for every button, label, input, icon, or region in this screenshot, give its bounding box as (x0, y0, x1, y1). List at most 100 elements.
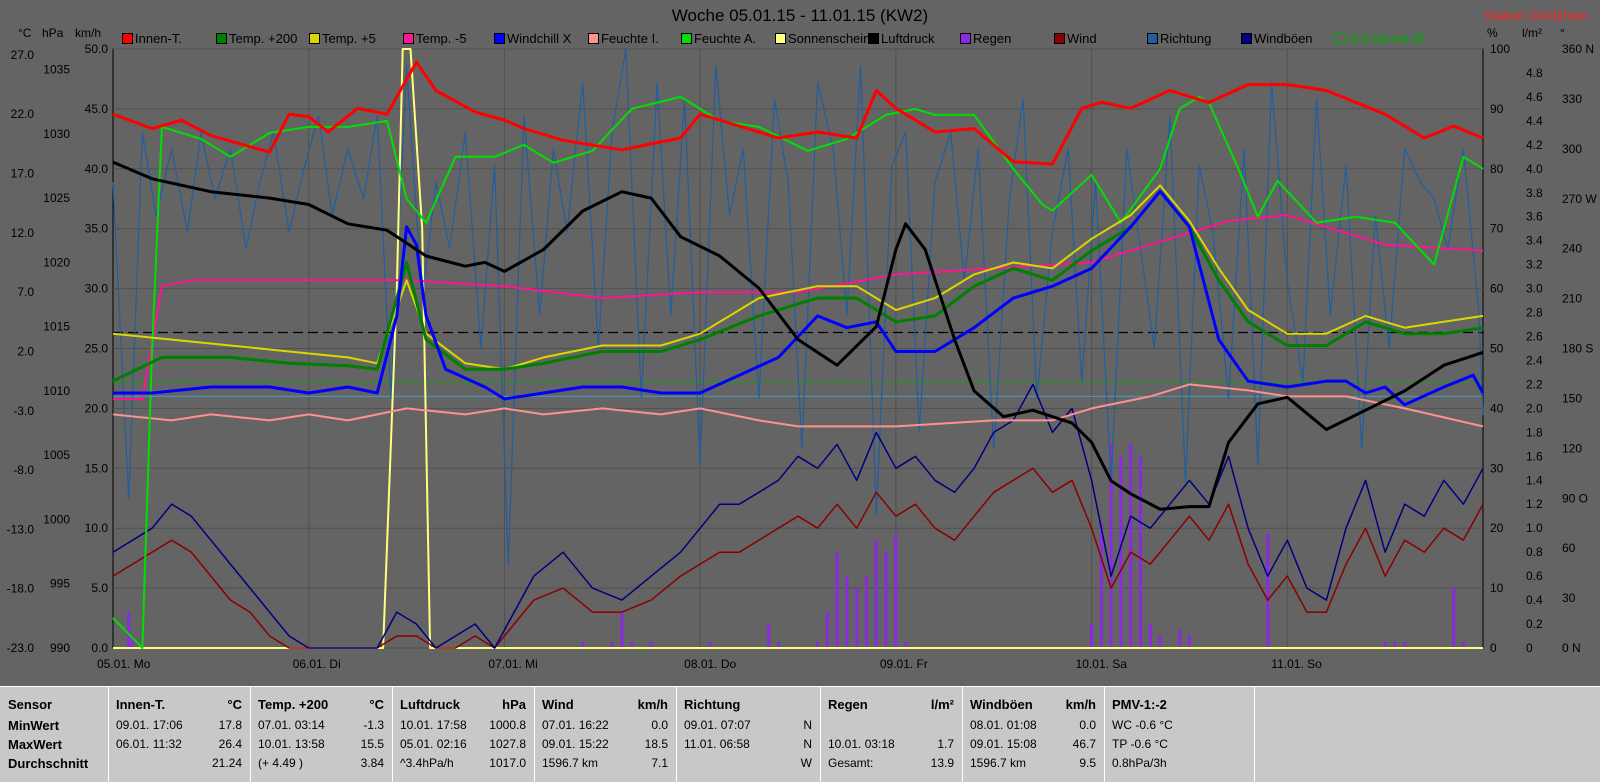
legend-label: Wind (1067, 31, 1097, 46)
table-row: 1596.7 km 9.5 (970, 756, 1096, 774)
tick-label-kmh: 45.0 (85, 102, 109, 116)
series-line-innen-t- (112, 60, 1484, 166)
cell-value: W (800, 756, 812, 770)
tick-label-percent: 100 (1490, 42, 1510, 56)
cell-value: 15.5 (360, 737, 384, 751)
tick-label-x: 07.01. Mi (488, 657, 537, 671)
tick-label-rain: 3.8 (1526, 186, 1543, 200)
column-header-label: Wind (542, 697, 574, 712)
tick-label-kmh: 50.0 (85, 42, 109, 56)
tick-label-kmh: 40.0 (85, 162, 109, 176)
series-line-temp-5 (113, 214, 1484, 400)
unit-rain: l/m² (1522, 26, 1542, 40)
rain-bar (127, 612, 131, 648)
table-row: 10.01. 17:58 1000.8 (400, 718, 526, 736)
table-row: Gesamt: 13.9 (828, 756, 954, 774)
legend-label: Luftdruck (881, 31, 935, 46)
table-row: 10.01. 03:18 1.7 (828, 737, 954, 755)
column-unit: hPa (502, 697, 526, 712)
legend-label: Windböen (1254, 31, 1313, 46)
tick-label-rain: 1.0 (1526, 521, 1543, 535)
tick-label-rain: 2.8 (1526, 306, 1543, 320)
tick-label-hpa: 1010 (43, 384, 70, 398)
table-row: 10.01. 13:58 15.5 (258, 737, 384, 755)
cell-text: 0.8hPa/3h (1112, 756, 1167, 770)
rain-bar (1383, 642, 1387, 648)
tick-label-direction: 360 N (1562, 42, 1594, 56)
table-row: (+ 4.49 ) 3.84 (258, 756, 384, 774)
legend-label: -0.6 Monat-Ø (1347, 31, 1424, 46)
table-column: Sensor MinWert MaxWert Durchschnitt (0, 687, 109, 782)
column-unit: °C (369, 697, 384, 712)
rain-bar (620, 612, 624, 648)
column-unit: km/h (637, 697, 668, 712)
tick-label-celsius: -13.0 (7, 522, 35, 536)
cell-text: 10.01. 17:58 (400, 718, 467, 732)
rain-bar (1461, 642, 1465, 648)
cell-value: 26.4 (218, 737, 242, 751)
table-column: Temp. +200 °C 07.01. 03:14 -1.3 10.01. 13:58… (250, 687, 393, 782)
rain-bar (855, 588, 859, 648)
rain-bar (776, 642, 780, 648)
tick-label-rain: 3.0 (1526, 282, 1543, 296)
column-header: Windböen km/h (970, 697, 1096, 712)
column-header-label: Regen (828, 697, 868, 712)
cell-text: 07.01. 03:14 (258, 718, 325, 732)
tick-label-direction: 0 N (1562, 641, 1581, 655)
tick-label-direction: 150 (1562, 391, 1582, 405)
column-header: Wind km/h (542, 697, 668, 712)
rain-bar (1139, 456, 1142, 648)
column-header-label: Luftdruck (400, 697, 460, 712)
tick-label-hpa: 995 (50, 577, 70, 591)
cell-text: 1596.7 km (542, 756, 599, 770)
tick-label-kmh: 10.0 (85, 521, 109, 535)
rain-bar (894, 534, 898, 648)
legend-swatch (681, 33, 692, 44)
tick-label-celsius: 22.0 (11, 107, 35, 121)
cell-value: 9.5 (1079, 756, 1096, 770)
cell-text: WC -0.6 °C (1112, 718, 1173, 732)
legend-label: Regen (973, 31, 1012, 46)
legend-swatch (1054, 33, 1065, 44)
rain-bar (649, 642, 653, 648)
tick-label-x: 09.01. Fr (880, 657, 928, 671)
legend-label: Richtung (1160, 31, 1212, 46)
table-row: TP -0.6 °C (1112, 737, 1246, 755)
rain-bar (1452, 588, 1456, 648)
cell-text: ^3.4hPa/h (400, 756, 454, 770)
rain-bar (1187, 636, 1191, 648)
table-row: 09.01. 15:22 18.5 (542, 737, 668, 755)
tick-label-rain: 3.6 (1526, 210, 1543, 224)
table-row: 06.01. 11:32 26.4 (116, 737, 242, 755)
unit-celsius: °C (18, 26, 32, 40)
tick-label-direction: 90 O (1562, 491, 1588, 505)
column-header: Richtung (684, 697, 812, 712)
tick-label-direction: 210 (1562, 292, 1582, 306)
tick-label-celsius: -8.0 (13, 463, 34, 477)
table-row: ^3.4hPa/h 1017.0 (400, 756, 526, 774)
cell-value: 1.7 (937, 737, 954, 751)
tick-label-percent: 90 (1490, 102, 1504, 116)
legend-swatch (868, 33, 879, 44)
rain-bar (1119, 456, 1123, 648)
tick-label-percent: 30 (1490, 461, 1504, 475)
legend-swatch (122, 33, 133, 44)
cell-text: 07.01. 16:22 (542, 718, 609, 732)
legend-swatch (494, 33, 505, 44)
cell-text: 10.01. 03:18 (828, 737, 895, 751)
column-header: Luftdruck hPa (400, 697, 526, 712)
cell-value: N (803, 737, 812, 751)
tick-label-hpa: 1005 (43, 448, 70, 462)
tick-label-direction: 330 (1562, 92, 1582, 106)
tick-label-kmh: 0.0 (91, 641, 108, 655)
cell-value: 0.0 (651, 718, 668, 732)
series-line-sonnenschein (113, 48, 1483, 649)
tick-label-x: 11.01. So (1271, 657, 1322, 671)
series-line-luftdruck (112, 160, 1484, 511)
cell-text: 1596.7 km (970, 756, 1027, 770)
legend-label: Temp. -5 (416, 31, 467, 46)
legend-label: Feuchte I. (601, 31, 659, 46)
cell-text: MinWert (8, 718, 60, 733)
rain-bar (845, 576, 849, 648)
tick-label-rain: 3.2 (1526, 258, 1543, 272)
